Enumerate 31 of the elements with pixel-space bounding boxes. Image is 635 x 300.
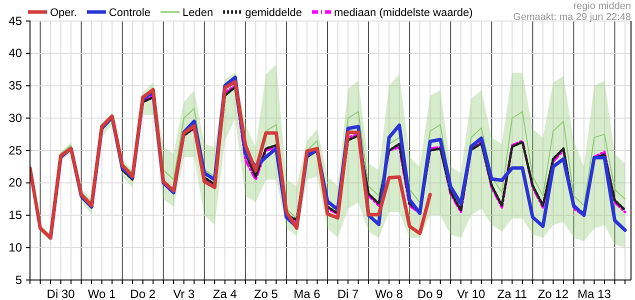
legend-label: Oper. <box>50 7 77 19</box>
legend-label: mediaan (middelste waarde) <box>334 7 473 19</box>
x-tick-label: Wo 1 <box>88 286 116 300</box>
annotation: Gemaakt: ma 29 jun 22:48 <box>513 12 632 23</box>
x-tick-label: Za 11 <box>497 286 528 300</box>
text: regio midden <box>573 1 631 12</box>
x-tick-label: Di 7 <box>337 286 360 300</box>
x-tick-label: Vr 3 <box>173 286 195 300</box>
x-tick-label: Vr 10 <box>456 286 486 300</box>
y-tick-label: 30 <box>8 110 22 125</box>
x-tick-label: Za 4 <box>212 286 238 300</box>
x-tick-label: Zo 12 <box>538 286 569 300</box>
y-tick-label: 10 <box>8 240 22 254</box>
x-tick-label: Do 2 <box>130 286 156 300</box>
y-tick-label: 25 <box>8 143 22 158</box>
x-tick-label: Ma 13 <box>578 286 612 300</box>
y-tick-label: 20 <box>8 176 22 190</box>
x-tick-label: Zo 5 <box>254 286 278 300</box>
y-tick-label: 15 <box>8 208 22 222</box>
legend-label: Leden <box>182 7 214 19</box>
x-tick-label: Do 9 <box>417 286 444 300</box>
legend-label: gemiddelde <box>245 7 302 19</box>
legend-label: Controle <box>108 7 150 19</box>
y-tick-label: 35 <box>8 78 22 93</box>
x-tick-label: Wo 8 <box>375 286 404 300</box>
y-tick-label: 45 <box>8 14 22 28</box>
y-tick-label: 40 <box>8 46 22 60</box>
x-tick-label: Di 30 <box>46 286 76 300</box>
line-series <box>30 80 432 240</box>
x-tick-label: Ma 6 <box>294 286 321 300</box>
y-tick-label: 5 <box>15 272 22 287</box>
